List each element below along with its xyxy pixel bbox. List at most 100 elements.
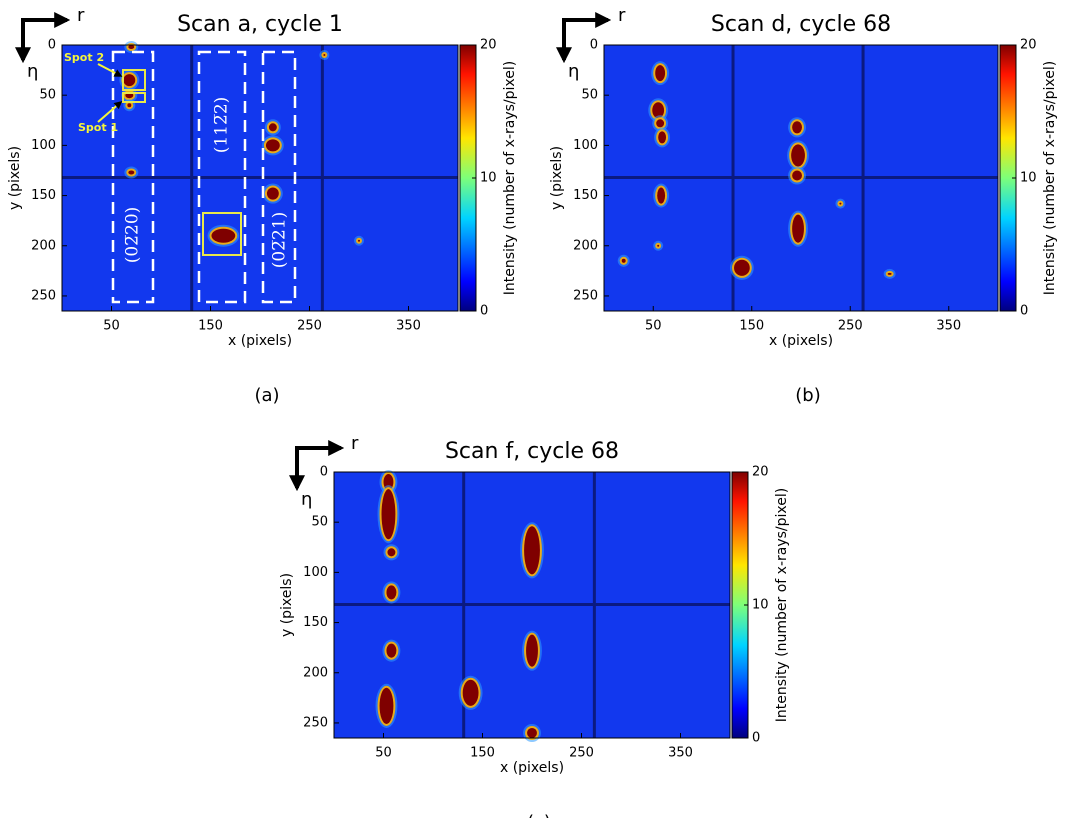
spot-arrow xyxy=(97,63,123,77)
x-tick-label: 250 xyxy=(838,319,863,334)
y-tick-label: 150 xyxy=(303,615,328,630)
x-tick-label: 50 xyxy=(375,746,392,761)
miller-label: (02̅20) xyxy=(123,207,143,264)
spot-label: Spot 1 xyxy=(78,121,118,134)
spot xyxy=(123,74,136,87)
arrow-label: r xyxy=(77,5,85,26)
y-tick-label: 50 xyxy=(311,515,328,530)
y-axis-label: y (pixels) xyxy=(549,146,565,210)
arrow-label: r xyxy=(351,433,359,454)
spot xyxy=(792,121,802,134)
spot xyxy=(127,103,132,108)
spot xyxy=(128,45,135,50)
panel-label: (b) xyxy=(795,385,820,406)
x-tick-label: 150 xyxy=(739,319,764,334)
spot xyxy=(734,259,750,276)
spot xyxy=(128,170,135,175)
miller-label: (112̅2) xyxy=(212,97,232,154)
y-tick-label: 200 xyxy=(573,238,598,253)
dashed-box xyxy=(261,50,297,304)
arrow-label: η xyxy=(568,61,579,82)
y-tick-label: 50 xyxy=(39,88,56,103)
arrow-label: η xyxy=(301,489,312,510)
spot xyxy=(887,272,892,275)
y-tick-label: 200 xyxy=(31,238,56,253)
arrow-label: r xyxy=(618,5,626,26)
colorbar-label: Intensity (number of x-rays/pixel) xyxy=(502,61,518,295)
chart-title: Scan a, cycle 1 xyxy=(177,12,343,37)
plot-frame xyxy=(603,44,999,312)
miller-label: (02̅21) xyxy=(270,212,290,269)
colorbar-tick-label: 20 xyxy=(752,465,769,480)
spot xyxy=(358,239,360,242)
plot-frame xyxy=(61,44,459,312)
colorbar-tick-label: 0 xyxy=(480,304,488,319)
dashed-box xyxy=(197,50,247,304)
y-tick-label: 200 xyxy=(303,665,328,680)
spot xyxy=(266,187,279,200)
spot xyxy=(268,123,277,132)
y-tick-label: 150 xyxy=(31,188,56,203)
x-tick-label: 350 xyxy=(668,746,693,761)
colorbar-tick-label: 20 xyxy=(480,38,497,53)
spot xyxy=(655,65,666,82)
spot xyxy=(211,228,236,243)
spot xyxy=(381,489,396,540)
spot-box xyxy=(122,92,146,103)
y-tick-label: 50 xyxy=(581,88,598,103)
colorbar-tick-label: 20 xyxy=(1020,38,1037,53)
y-tick-label: 100 xyxy=(303,565,328,580)
spot xyxy=(387,548,396,557)
dashed-box xyxy=(111,50,155,304)
spot xyxy=(792,170,802,181)
x-axis-label: x (pixels) xyxy=(228,333,292,349)
spot-box xyxy=(122,69,146,91)
spot xyxy=(621,258,626,263)
x-tick-label: 350 xyxy=(936,319,961,334)
spot-label: Spot 2 xyxy=(64,51,104,64)
y-tick-label: 250 xyxy=(573,288,598,303)
chart-title: Scan d, cycle 68 xyxy=(711,12,891,37)
colorbar-label: Intensity (number of x-rays/pixel) xyxy=(1042,61,1058,295)
chart-title: Scan f, cycle 68 xyxy=(445,439,619,464)
colorbar-label: Intensity (number of x-rays/pixel) xyxy=(774,488,790,722)
y-tick-label: 0 xyxy=(48,38,56,53)
y-tick-label: 150 xyxy=(573,188,598,203)
colorbar-tick-label: 10 xyxy=(1020,171,1037,186)
spot xyxy=(658,131,667,144)
y-tick-label: 250 xyxy=(31,288,56,303)
spot xyxy=(379,687,394,724)
spot-arrow xyxy=(97,100,123,123)
spot xyxy=(524,526,540,575)
plot-frame xyxy=(333,471,731,739)
x-axis-label: x (pixels) xyxy=(769,333,833,349)
colorbar-tick-label: 10 xyxy=(752,598,769,613)
spot xyxy=(386,643,397,658)
x-tick-label: 250 xyxy=(297,319,322,334)
colorbar-tick-label: 0 xyxy=(752,731,760,746)
spot xyxy=(652,102,665,119)
panel-label: (a) xyxy=(254,385,279,406)
spot xyxy=(462,679,479,706)
x-tick-label: 350 xyxy=(396,319,421,334)
spot xyxy=(323,54,326,57)
spot xyxy=(526,634,538,667)
spot xyxy=(839,202,842,205)
y-tick-label: 250 xyxy=(303,715,328,730)
spot xyxy=(792,214,804,243)
spot xyxy=(657,244,660,247)
arrow-label: η xyxy=(27,61,38,82)
spot xyxy=(791,144,805,167)
annotations-a: Spot 2 Spot 1 (02̅20) (112̅2) (02̅21) xyxy=(64,50,297,304)
y-tick-label: 100 xyxy=(31,138,56,153)
spot xyxy=(656,119,665,128)
x-tick-label: 150 xyxy=(470,746,495,761)
y-tick-label: 0 xyxy=(320,465,328,480)
x-axis-label: x (pixels) xyxy=(500,760,564,776)
y-axis-label: y (pixels) xyxy=(7,146,23,210)
y-axis-label: y (pixels) xyxy=(279,573,295,637)
panel-label: (c) xyxy=(527,812,551,818)
x-tick-label: 250 xyxy=(569,746,594,761)
